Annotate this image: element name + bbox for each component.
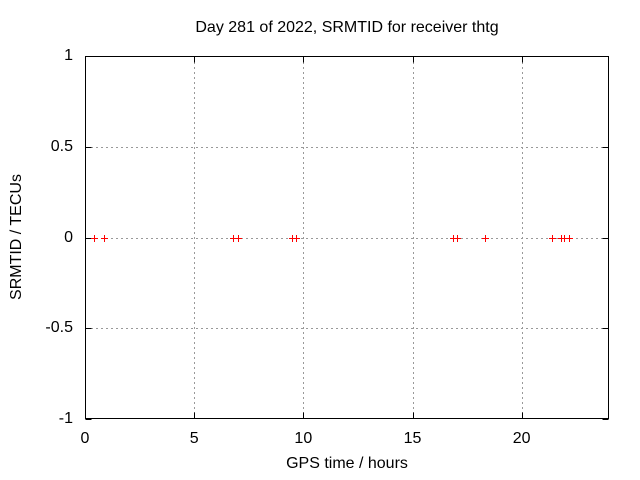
y-tick-label: 1 xyxy=(64,47,73,64)
data-point-marker xyxy=(91,235,98,242)
x-tick-label: 5 xyxy=(189,430,199,447)
data-point-marker xyxy=(549,235,556,242)
y-tick-label: 0.5 xyxy=(50,137,73,155)
y-tick-label: 0 xyxy=(64,228,73,246)
x-tick-label: 10 xyxy=(294,430,313,447)
plot-border xyxy=(85,56,609,419)
y-tick-label: -1 xyxy=(58,410,73,427)
x-tick-label: 20 xyxy=(512,430,531,447)
data-point-marker xyxy=(101,235,108,242)
data-point-marker xyxy=(566,235,573,242)
data-point-marker xyxy=(482,235,489,242)
y-tick-label: -0.5 xyxy=(45,319,73,337)
x-tick-label: 0 xyxy=(80,430,90,447)
x-axis-label: GPS time / hours xyxy=(286,455,408,472)
chart-title: Day 281 of 2022, SRMTID for receiver tht… xyxy=(195,19,499,36)
data-point-marker xyxy=(454,235,461,242)
data-point-marker xyxy=(293,235,300,242)
data-point-marker xyxy=(235,235,242,242)
x-tick-label: 15 xyxy=(403,430,422,447)
